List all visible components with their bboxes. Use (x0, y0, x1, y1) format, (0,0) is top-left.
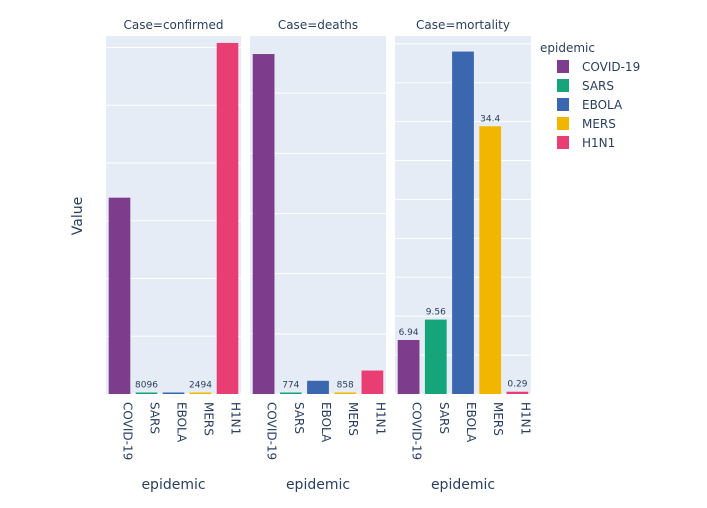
bar-h1n1[interactable] (361, 370, 384, 394)
bar-covid-19[interactable] (397, 339, 420, 394)
legend-label: SARS (582, 79, 614, 93)
x-tick-label: MERS (346, 402, 360, 436)
x-tick-label: MERS (202, 402, 216, 436)
x-tick-label: EBOLA (464, 402, 478, 443)
bar-mers[interactable] (189, 392, 212, 395)
bar-ebola[interactable] (162, 392, 185, 395)
x-tick-label: H1N1 (518, 402, 532, 435)
bar-sars[interactable] (279, 392, 302, 395)
x-tick-label: H1N1 (229, 402, 243, 435)
bar-value-label: 858 (337, 381, 354, 391)
bar-mers[interactable] (479, 126, 502, 394)
legend-swatch (557, 79, 569, 92)
legend-swatch (557, 60, 569, 73)
bar-sars[interactable] (135, 392, 158, 395)
bar-h1n1[interactable] (216, 42, 239, 395)
x-tick-label: COVID-19 (121, 402, 135, 460)
bar-mers[interactable] (334, 392, 357, 395)
legend-label: MERS (582, 117, 616, 131)
facet-2: Case=deaths COVID-19 774 SARS EBOLA 858 MERS H1… (250, 18, 387, 493)
legend-title: epidemic (540, 41, 595, 55)
legend-item-h1n1[interactable]: H1N1 (557, 136, 615, 150)
bar-value-label: 774 (282, 381, 299, 391)
legend[interactable]: epidemic COVID-19 SARS EBOLA MERS H1N1 (540, 41, 640, 150)
facet-3: Case=mortality 6.94 COVID-19 9.56 SARS EBOLA 3… (395, 18, 532, 493)
x-tick-label: COVID-19 (410, 402, 424, 460)
legend-swatch (557, 117, 569, 130)
facet-1: Case=confirmed COVID-19 8096 SARS EBOLA 2494 M… (106, 18, 243, 493)
x-tick-label: SARS (437, 402, 451, 434)
legend-label: H1N1 (582, 136, 615, 150)
facets: Case=confirmed COVID-19 8096 SARS EBOLA 2494 M… (106, 18, 532, 493)
bar-value-label: 6.94 (399, 328, 419, 338)
x-axis-title: epidemic (431, 477, 495, 493)
facet-title: Case=deaths (278, 18, 358, 32)
bar-ebola[interactable] (307, 380, 329, 394)
bar-value-label: 34.4 (480, 114, 500, 124)
bar-value-label: 9.56 (426, 308, 446, 318)
legend-item-covid-19[interactable]: COVID-19 (557, 60, 640, 74)
x-tick-label: COVID-19 (265, 402, 279, 460)
legend-label: EBOLA (582, 98, 623, 112)
legend-item-mers[interactable]: MERS (557, 117, 616, 131)
legend-item-sars[interactable]: SARS (557, 79, 614, 93)
x-tick-label: EBOLA (175, 402, 189, 443)
bar-value-label: 0.29 (507, 380, 527, 390)
bar-h1n1[interactable] (506, 391, 529, 394)
legend-swatch (557, 136, 569, 149)
bar-ebola[interactable] (452, 51, 474, 394)
x-axis-title: epidemic (286, 477, 350, 493)
bar-value-label: 2494 (189, 381, 212, 391)
legend-item-ebola[interactable]: EBOLA (557, 98, 623, 112)
x-tick-label: MERS (491, 402, 505, 436)
x-axis-title: epidemic (141, 477, 205, 493)
bar-value-label: 8096 (135, 381, 158, 391)
x-tick-label: SARS (148, 402, 162, 434)
x-tick-label: SARS (292, 402, 306, 434)
x-tick-label: EBOLA (319, 402, 333, 443)
bar-covid-19[interactable] (108, 197, 131, 394)
bar-covid-19[interactable] (252, 54, 275, 395)
bar-sars[interactable] (424, 319, 447, 394)
legend-label: COVID-19 (582, 60, 640, 74)
legend-swatch (557, 98, 569, 111)
facet-title: Case=confirmed (124, 18, 224, 32)
y-axis-title: Value (70, 197, 86, 235)
x-tick-label: H1N1 (373, 402, 387, 435)
facet-title: Case=mortality (416, 18, 510, 32)
